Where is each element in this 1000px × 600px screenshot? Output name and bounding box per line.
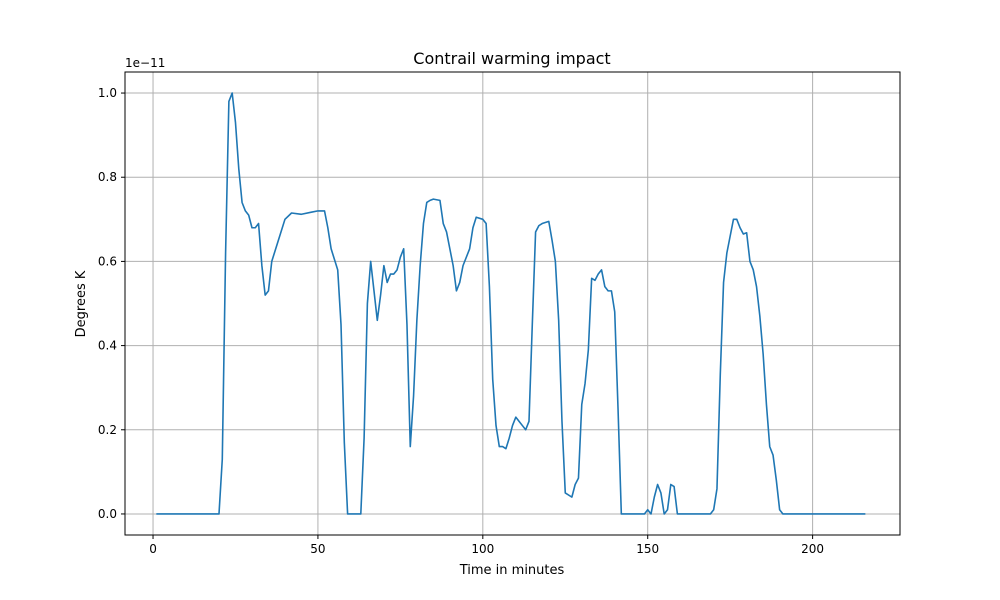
x-tick-label: 150 — [636, 542, 659, 556]
grid-lines — [125, 72, 900, 535]
chart-title: Contrail warming impact — [413, 49, 610, 68]
series-line — [156, 92, 866, 515]
plot-frame — [124, 71, 901, 536]
axis-ticks: 0 50 100 150 200 0.0 0.2 0.4 0.6 0.8 1.0 — [98, 86, 824, 556]
x-tick-label: 0 — [149, 542, 157, 556]
y-tick-label: 0.8 — [98, 170, 117, 184]
x-tick-label: 100 — [471, 542, 494, 556]
y-tick-label: 0.6 — [98, 254, 117, 268]
y-tick-label: 0.0 — [98, 507, 117, 521]
y-tick-label: 0.4 — [98, 339, 117, 353]
y-offset-label: 1e−11 — [125, 56, 165, 70]
y-tick-label: 1.0 — [98, 86, 117, 100]
x-axis-label: Time in minutes — [459, 563, 565, 578]
y-tick-label: 0.2 — [98, 423, 117, 437]
x-tick-label: 50 — [310, 542, 325, 556]
y-axis-label: Degrees K — [74, 270, 89, 337]
x-tick-label: 200 — [801, 542, 824, 556]
